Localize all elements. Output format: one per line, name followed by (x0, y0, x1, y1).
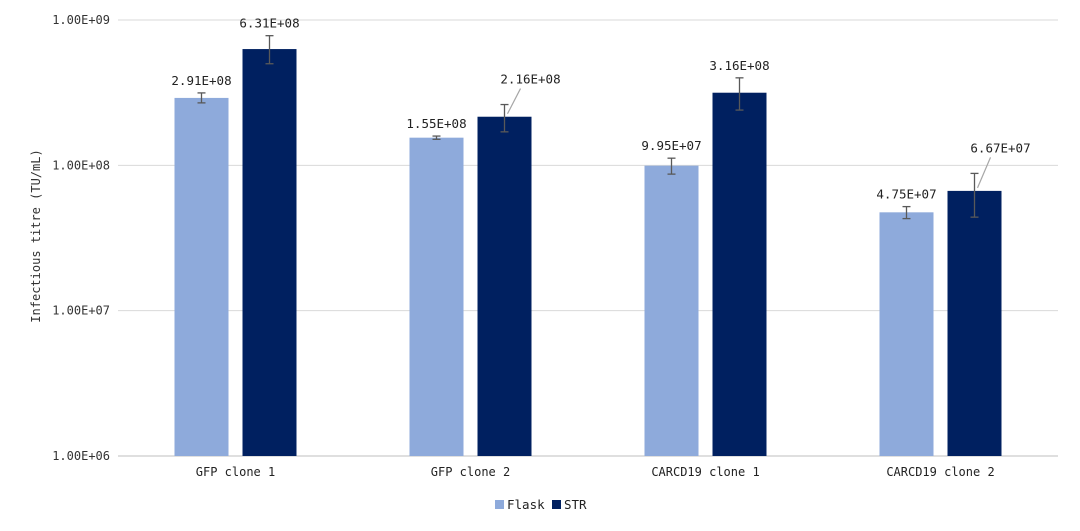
x-axis-categories: GFP clone 1 GFP clone 2 CARCD19 clone 1 CAR… (196, 465, 995, 479)
legend-label-str: STR (564, 497, 587, 512)
data-label: 3.16E+08 (709, 58, 769, 73)
bar (644, 165, 699, 456)
y-tick-label: 1.00E+09 (52, 13, 110, 27)
y-tick-label: 1.00E+07 (52, 304, 110, 318)
data-label: 6.31E+08 (239, 16, 299, 31)
y-tick-label: 1.00E+08 (52, 158, 110, 172)
x-category-label: CARCD19 clone 1 (651, 465, 759, 479)
data-labels: 2.91E+08 6.31E+08 1.55E+08 2.16E+08 9.95E+07… (171, 16, 1030, 202)
bar (947, 190, 1002, 456)
data-label-leader (976, 157, 992, 189)
bar (477, 116, 532, 457)
bar (879, 212, 934, 456)
bar (712, 92, 767, 456)
y-axis-title: Infectious titre (TU/mL) (29, 149, 43, 322)
y-axis-ticks: 1.00E+06 1.00E+07 1.00E+08 1.00E+09 (52, 13, 110, 463)
data-label: 9.95E+07 (641, 138, 701, 153)
error-bars (197, 35, 979, 220)
data-label: 2.91E+08 (171, 73, 231, 88)
legend-swatch-flask (495, 500, 504, 509)
legend-swatch-str (552, 500, 561, 509)
x-category-label: CARCD19 clone 2 (886, 465, 994, 479)
bars (174, 49, 1002, 457)
data-label: 4.75E+07 (876, 187, 936, 202)
y-tick-label: 1.00E+06 (52, 449, 110, 463)
data-label: 1.55E+08 (406, 116, 466, 131)
bar (174, 97, 229, 456)
x-category-label: GFP clone 1 (196, 465, 275, 479)
data-label-leader (506, 88, 522, 115)
bar (242, 49, 297, 456)
legend: Flask STR (495, 497, 587, 512)
data-label: 6.67E+07 (970, 140, 1030, 155)
data-label: 2.16E+08 (500, 72, 560, 87)
legend-label-flask: Flask (507, 497, 545, 512)
x-category-label: GFP clone 2 (431, 465, 510, 479)
bar (409, 137, 464, 456)
